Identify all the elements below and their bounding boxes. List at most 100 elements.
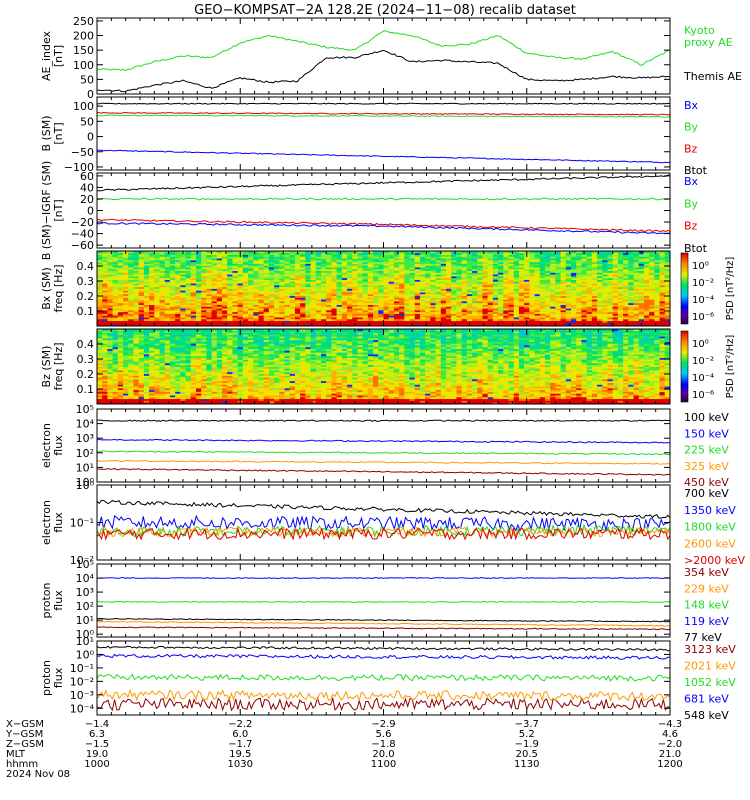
spectrogram-cell bbox=[399, 308, 405, 311]
spectrogram-cell bbox=[206, 288, 212, 291]
spectrogram-cell bbox=[367, 301, 374, 304]
spectrogram-cell bbox=[550, 259, 556, 263]
spectrogram-cell bbox=[503, 299, 509, 302]
spectrogram-cell bbox=[123, 288, 129, 291]
spectrogram-cell bbox=[399, 318, 405, 322]
spectrogram-cell bbox=[498, 309, 504, 313]
spectrogram-cell bbox=[571, 308, 577, 311]
spectrogram-cell bbox=[555, 309, 562, 313]
spectrogram-cell bbox=[492, 315, 499, 318]
spectrogram-cell bbox=[279, 283, 285, 286]
spectrogram-cell bbox=[492, 283, 499, 286]
spectrogram-cell bbox=[268, 277, 275, 280]
spectrogram-cell bbox=[367, 272, 374, 275]
spectrogram-cell bbox=[534, 313, 541, 316]
spectrogram-cell bbox=[404, 283, 410, 286]
spectrogram-cell bbox=[518, 284, 525, 288]
spectrogram-cell bbox=[289, 317, 296, 320]
spectrogram-cell bbox=[97, 272, 103, 275]
spectrogram-cell bbox=[586, 293, 593, 297]
spectrogram-cell bbox=[107, 317, 114, 320]
spectrogram-cell bbox=[654, 302, 660, 305]
spectrogram-cell bbox=[602, 299, 608, 302]
spectrogram-cell bbox=[352, 270, 358, 273]
spectrogram-cell bbox=[649, 313, 655, 316]
spectrogram-cell bbox=[649, 301, 655, 304]
spectrogram-cell bbox=[607, 311, 614, 314]
spectrogram-cell bbox=[633, 293, 640, 297]
spectrogram-cell bbox=[643, 299, 650, 302]
spectrogram-cell bbox=[435, 279, 442, 282]
spectrogram-cell bbox=[414, 308, 421, 311]
spectrogram-cell bbox=[352, 276, 358, 279]
spectrogram-cell bbox=[597, 254, 603, 257]
spectrogram-cell bbox=[571, 283, 577, 286]
spectrogram-cell bbox=[133, 286, 140, 289]
spectrogram-cell bbox=[159, 313, 166, 316]
spectrogram-cell bbox=[347, 263, 353, 266]
spectrogram-cell bbox=[143, 304, 150, 307]
spectrogram-cell bbox=[571, 288, 577, 291]
spectrogram-cell bbox=[169, 268, 176, 272]
spectrogram-cell bbox=[274, 279, 280, 282]
spectrogram-cell bbox=[539, 306, 546, 309]
spectrogram-cell bbox=[654, 276, 660, 279]
spectrogram-cell bbox=[477, 295, 483, 298]
spectrogram-cell bbox=[508, 279, 515, 282]
spectrogram-cell bbox=[248, 320, 254, 323]
spectrogram-cell bbox=[112, 277, 119, 280]
spectrogram-cell bbox=[201, 272, 207, 275]
spectrogram-cell bbox=[643, 265, 650, 268]
spectrogram-cell bbox=[513, 276, 520, 279]
spectrogram-cell bbox=[451, 295, 457, 298]
spectrogram-cell bbox=[347, 292, 353, 295]
legend-label: Btot bbox=[684, 242, 708, 255]
spectrogram-cell bbox=[451, 267, 457, 270]
spectrogram-cell bbox=[133, 279, 140, 282]
spectrogram-cell bbox=[195, 324, 202, 327]
spectrogram-cell bbox=[180, 268, 186, 272]
spectrogram-cell bbox=[300, 301, 306, 304]
spectrogram-cell bbox=[305, 256, 311, 259]
spectrogram-cell bbox=[268, 261, 275, 264]
spectrogram-cell bbox=[649, 322, 655, 325]
spectrogram-cell bbox=[279, 322, 285, 325]
spectrogram-cell bbox=[237, 268, 244, 272]
spectrogram-cell bbox=[498, 272, 504, 275]
spectrogram-cell bbox=[602, 254, 608, 257]
spectrogram-cell bbox=[555, 281, 562, 284]
spectrogram-cell bbox=[320, 286, 327, 289]
spectrogram-cell bbox=[279, 315, 285, 318]
spectrogram-cell bbox=[440, 283, 447, 286]
spectrogram-cell bbox=[492, 258, 499, 261]
spectrogram-cell bbox=[300, 302, 306, 305]
spectrogram-cell bbox=[326, 258, 332, 261]
spectrogram-cell bbox=[414, 320, 421, 323]
spectrogram-cell bbox=[550, 268, 556, 272]
spectrogram-cell bbox=[664, 311, 671, 314]
spectrogram-cell bbox=[263, 254, 270, 257]
spectrogram-cell bbox=[518, 277, 525, 280]
spectrogram-cell bbox=[623, 259, 629, 263]
spectrogram-cell bbox=[206, 277, 212, 280]
spectrogram-cell bbox=[404, 274, 410, 277]
spectrogram-cell bbox=[180, 317, 186, 320]
spectrogram-cell bbox=[659, 308, 666, 311]
spectrogram-cell bbox=[331, 322, 338, 325]
spectrogram-cell bbox=[357, 258, 364, 261]
spectrogram-cell bbox=[305, 317, 311, 320]
spectrogram-cell bbox=[560, 292, 567, 295]
spectrogram-cell bbox=[284, 258, 291, 261]
spectrogram-cell bbox=[393, 265, 400, 268]
spectrogram-cell bbox=[565, 283, 572, 286]
spectrogram-cell bbox=[550, 276, 556, 279]
spectrogram-cell bbox=[284, 301, 291, 304]
spectrogram-cell bbox=[607, 261, 614, 264]
spectrogram-cell bbox=[242, 302, 249, 305]
spectrogram-cell bbox=[367, 261, 374, 264]
spectrogram-cell bbox=[258, 290, 265, 293]
spectrogram-cell bbox=[133, 299, 140, 302]
spectrogram-cell bbox=[222, 277, 228, 280]
spectrogram-cell bbox=[503, 324, 509, 327]
spectrogram-cell bbox=[539, 299, 546, 302]
